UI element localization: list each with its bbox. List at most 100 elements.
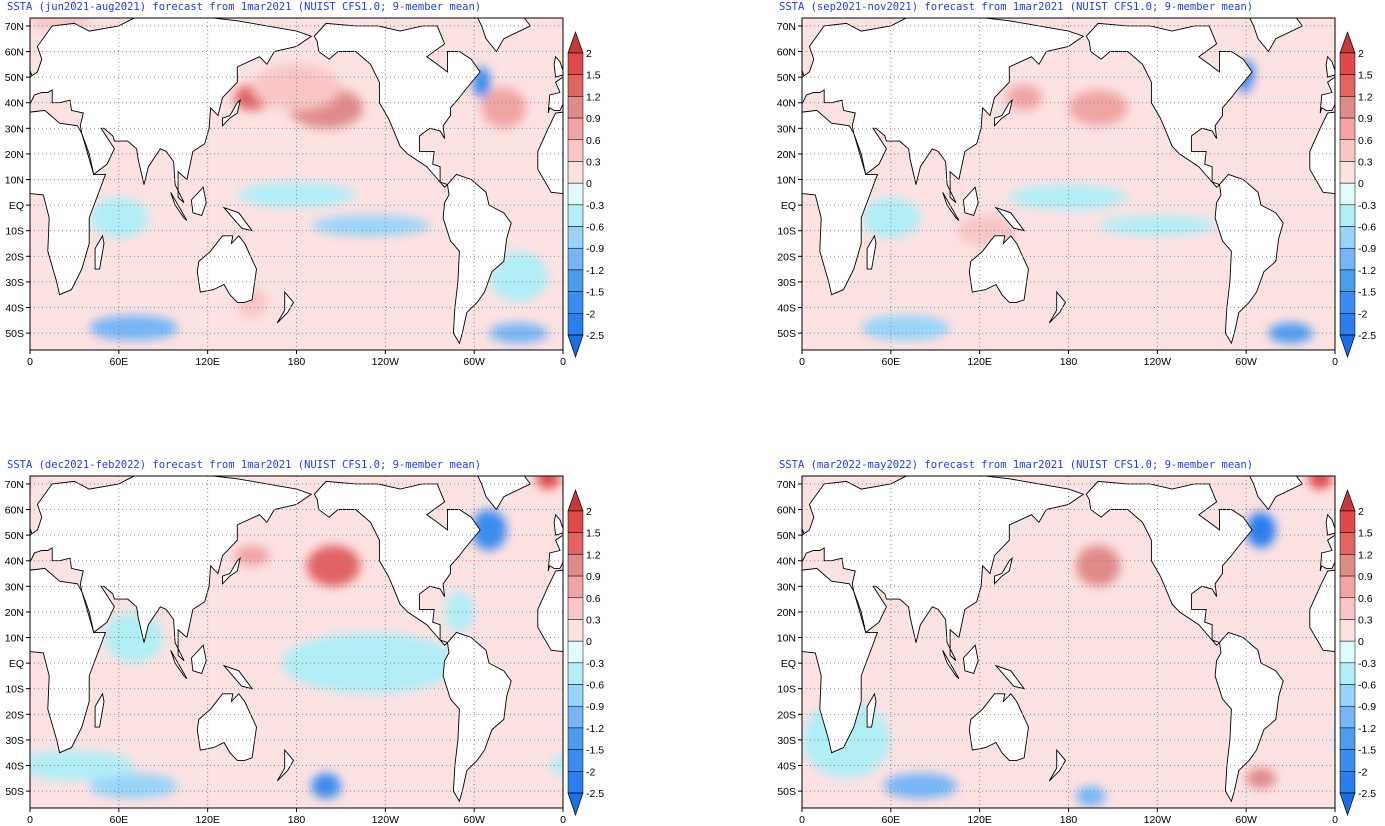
colorbar-box	[567, 74, 584, 97]
colorbar-box	[1339, 532, 1356, 555]
colorbar-label: -2.5	[1358, 788, 1376, 800]
colorbar-box	[567, 247, 584, 271]
lon-tick-label: 180	[1060, 814, 1078, 826]
lat-tick-label: 50S	[777, 328, 796, 340]
land-mass	[196, 235, 257, 303]
lat-tick-label: 50S	[777, 786, 796, 798]
land-mass	[222, 556, 241, 585]
land-mass	[553, 55, 563, 78]
colorbar-box	[1339, 313, 1356, 336]
colorbar-box	[1339, 684, 1356, 707]
colorbar-box	[567, 749, 584, 772]
lon-tick-label: 180	[1060, 356, 1078, 368]
plot-area	[682, 18, 1335, 350]
anomaly-patch	[30, 750, 134, 781]
anomaly-patch	[704, 59, 722, 95]
colorbar-box	[567, 597, 584, 620]
lat-tick-label: 10S	[777, 684, 796, 696]
land-mass	[222, 98, 241, 127]
land-mass	[313, 480, 481, 646]
land-mass	[802, 567, 879, 754]
anomaly-patch	[1246, 77, 1306, 129]
lat-tick-label: EQ	[9, 658, 24, 670]
lon-tick-label: 0	[560, 814, 566, 826]
lat-tick-label: 40N	[5, 556, 24, 568]
land-mass	[730, 236, 789, 303]
colorbar-label: -2	[586, 766, 595, 778]
colorbar-label: -1.2	[586, 723, 604, 735]
land-mass	[682, 174, 750, 343]
lat-tick-label: 50S	[5, 786, 24, 798]
panel-title: SSTA (jun2021-aug2021) forecast from 1ma…	[7, 1, 481, 13]
lon-tick-label: 180	[288, 356, 306, 368]
land-mass	[1214, 173, 1284, 345]
lat-tick-label: 20N	[777, 607, 796, 619]
land-mass	[1319, 534, 1335, 572]
colorbar-box	[1339, 247, 1356, 271]
land-mass	[968, 693, 1029, 761]
lat-tick-label: 30N	[777, 581, 796, 593]
colorbar-label: -0.6	[1358, 222, 1376, 234]
lat-tick-label: 50N	[5, 530, 24, 542]
colorbar-box	[1339, 705, 1356, 729]
lon-tick-label: 0	[799, 356, 805, 368]
lon-tick-label: 120E	[967, 814, 992, 826]
lon-tick-label: 120W	[372, 814, 400, 826]
anomaly-patch	[89, 197, 149, 239]
anomaly-patch	[444, 591, 475, 633]
lat-tick-label: 40S	[5, 761, 24, 773]
colorbar-label: 0.6	[586, 135, 601, 147]
anomaly-patch	[488, 251, 549, 303]
colorbar-box	[567, 96, 584, 119]
colorbar-label: 0.6	[1358, 593, 1373, 605]
land-mass	[547, 76, 563, 114]
colorbar-label: -1.2	[1358, 723, 1376, 735]
anomaly-patch	[536, 476, 561, 490]
lon-tick-label: 120E	[195, 814, 220, 826]
colorbar-label: -0.3	[586, 658, 604, 670]
lat-tick-label: EQ	[781, 200, 796, 212]
colorbar-label: -0.9	[1358, 243, 1376, 255]
colorbar-box	[1339, 161, 1356, 184]
colorbar-extend-low	[567, 792, 584, 817]
colorbar-label: -0.9	[1358, 701, 1376, 713]
lon-tick-label: 60W	[1235, 356, 1257, 368]
land-mass	[94, 692, 105, 728]
lon-tick-label: 0	[799, 814, 805, 826]
colorbar-box	[1339, 226, 1356, 249]
lat-tick-label: 20S	[777, 251, 796, 263]
anomaly-patch	[883, 773, 958, 799]
anomaly-patch	[548, 755, 563, 776]
land-mass	[756, 100, 774, 126]
anomaly-patch	[1246, 768, 1276, 789]
lat-tick-label: 50N	[777, 72, 796, 84]
lon-tick-label: 120W	[1144, 356, 1172, 368]
colorbar-extend-high	[1339, 488, 1356, 512]
colorbar-box	[567, 291, 584, 314]
colorbar-box	[1339, 204, 1356, 227]
land-mass	[94, 234, 105, 270]
lat-tick-label: 70N	[777, 21, 796, 33]
anomaly-patch	[296, 274, 415, 316]
land-mass	[170, 192, 188, 221]
colorbar-label: -0.9	[586, 701, 604, 713]
plot-area	[30, 476, 774, 808]
colorbar-label: 0.6	[586, 593, 601, 605]
land-mass	[756, 558, 774, 584]
lat-tick-label: 10S	[777, 226, 796, 238]
colorbar-box	[567, 52, 584, 75]
land-mass	[196, 693, 257, 761]
land-mass	[1085, 480, 1253, 646]
lat-tick-label: 20S	[5, 251, 24, 263]
colorbar-label: 1.2	[1358, 91, 1373, 103]
colorbar-box	[567, 117, 584, 141]
colorbar-label: -1.5	[586, 287, 604, 299]
anomaly-patch	[1068, 89, 1128, 126]
land-mass	[942, 192, 960, 221]
colorbar-box	[567, 619, 584, 642]
lat-tick-label: 30S	[5, 277, 24, 289]
colorbar-box	[1339, 117, 1356, 141]
colorbar-label: 1.5	[1358, 70, 1373, 82]
panel-title: SSTA (mar2022-may2022) forecast from 1ma…	[779, 459, 1253, 471]
